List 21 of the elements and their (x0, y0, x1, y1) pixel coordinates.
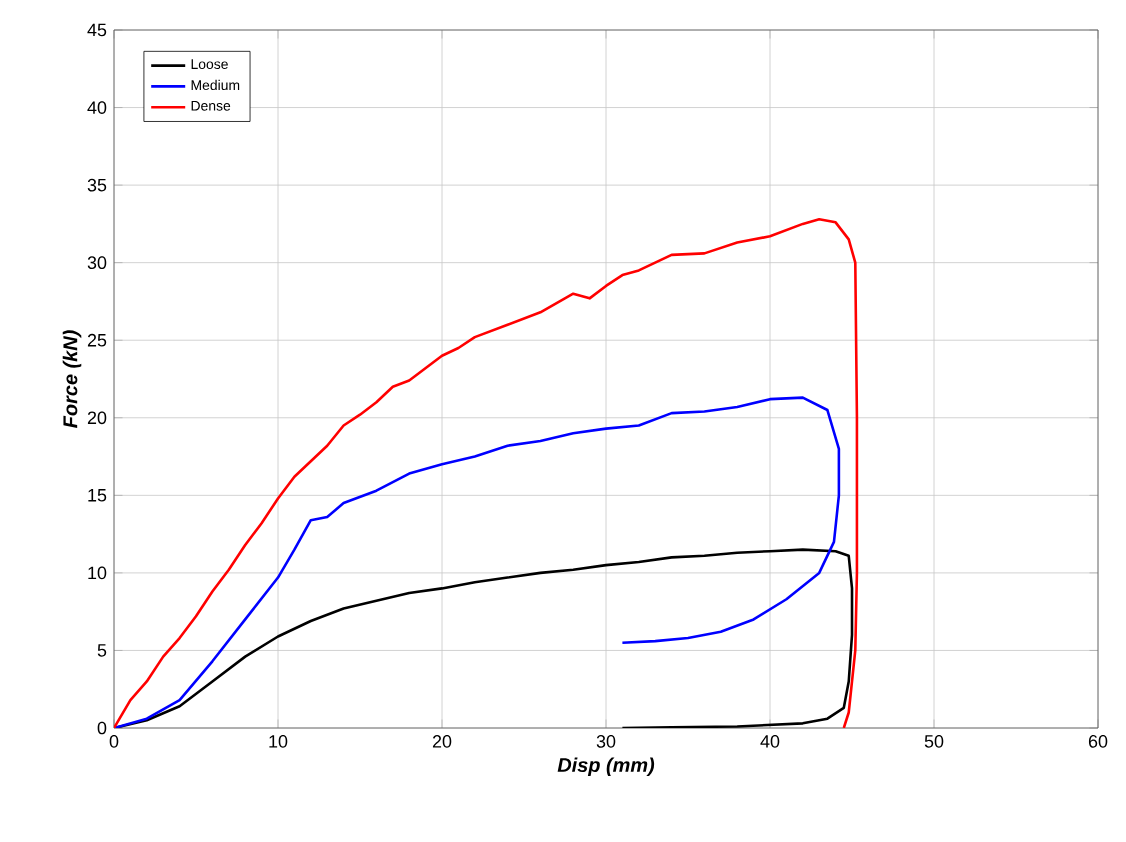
y-tick-label: 15 (88, 489, 107, 502)
line-series (114, 396, 841, 728)
x-tick-label: 50 (924, 735, 944, 748)
x-tick-label: 0 (109, 735, 119, 748)
y-tick-label: 40 (87, 101, 107, 114)
y-tick-label: 30 (87, 256, 107, 270)
y-tick-label: 25 (87, 333, 107, 347)
y-tick-label: 0 (97, 721, 107, 735)
y-tick-label: 45 (87, 23, 107, 37)
y-tick-label: 10 (88, 566, 107, 580)
x-tick-label: 60 (1088, 735, 1108, 748)
y-tick-label: 5 (97, 644, 107, 657)
y-axis-title: Force (kN) (62, 330, 82, 428)
x-tick-label: 10 (269, 735, 288, 748)
y-tick-label: 20 (87, 411, 107, 425)
x-tick-label: 40 (760, 735, 780, 748)
x-tick-label: 20 (432, 735, 452, 748)
x-axis-title: Disp (mm) (557, 757, 655, 776)
y-tick-label: 35 (87, 178, 107, 192)
x-tick-label: 30 (596, 735, 616, 748)
line-series (114, 548, 854, 728)
